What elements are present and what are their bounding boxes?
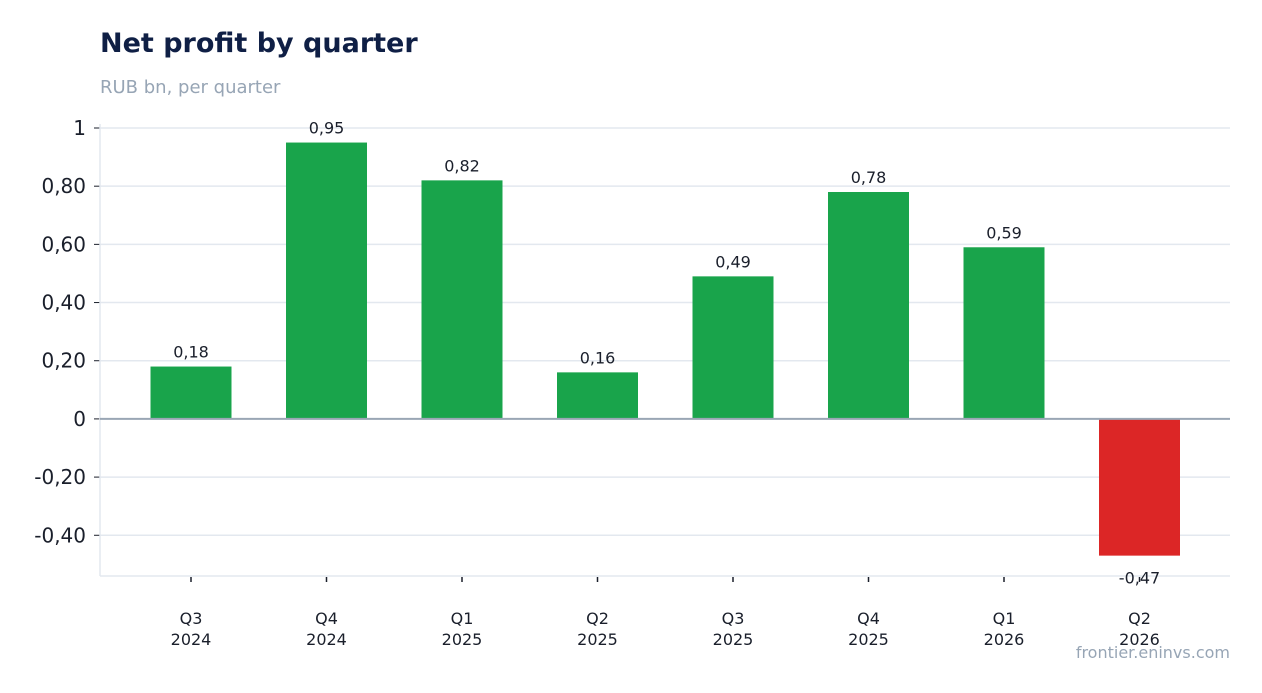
- x-tick-label: 2026: [1119, 630, 1160, 649]
- data-label: 0,78: [851, 168, 887, 187]
- y-tick-label: 1: [73, 116, 86, 140]
- y-tick-label: 0,60: [41, 232, 86, 256]
- x-tick-label: Q3: [722, 609, 745, 628]
- bar: [286, 142, 367, 419]
- x-tick-label: Q1: [993, 609, 1016, 628]
- chart-subtitle: RUB bn, per quarter: [100, 77, 281, 98]
- x-tick-label: 2025: [713, 630, 754, 649]
- bar: [828, 192, 909, 419]
- bar: [421, 180, 503, 419]
- y-tick-label: 0,80: [41, 174, 86, 198]
- data-label: 0,16: [580, 348, 616, 367]
- data-label: 0,95: [309, 119, 345, 138]
- bar: [150, 366, 232, 419]
- chart-title: Net profit by quarter: [100, 28, 418, 59]
- bar: [1099, 418, 1180, 556]
- x-tick-label: Q2: [586, 609, 609, 628]
- x-tick-label: 2024: [171, 630, 212, 649]
- x-tick-label: 2025: [577, 630, 618, 649]
- x-tick-label: Q4: [857, 609, 880, 628]
- data-label: 0,49: [715, 252, 751, 271]
- bar: [557, 372, 638, 419]
- bar: [692, 276, 774, 419]
- x-tick-label: 2026: [984, 630, 1025, 649]
- y-tick-label: 0,40: [41, 291, 86, 315]
- bar: [963, 247, 1045, 419]
- source-link[interactable]: frontier.eninvs.com: [1075, 643, 1230, 662]
- data-label: 0,82: [444, 156, 480, 175]
- x-tick-label: Q3: [180, 609, 203, 628]
- x-tick-label: Q4: [315, 609, 338, 628]
- x-tick-label: 2025: [848, 630, 889, 649]
- data-label: 0,59: [986, 223, 1022, 242]
- x-tick-label: 2025: [442, 630, 483, 649]
- data-label: 0,18: [173, 343, 209, 362]
- y-tick-label: -0,20: [34, 465, 86, 489]
- x-tick-label: Q1: [451, 609, 474, 628]
- y-tick-label: -0,40: [34, 523, 86, 547]
- y-tick-label: 0,20: [41, 349, 86, 373]
- x-tick-label: Q2: [1128, 609, 1151, 628]
- y-tick-label: 0: [73, 407, 86, 431]
- x-tick-label: 2024: [306, 630, 347, 649]
